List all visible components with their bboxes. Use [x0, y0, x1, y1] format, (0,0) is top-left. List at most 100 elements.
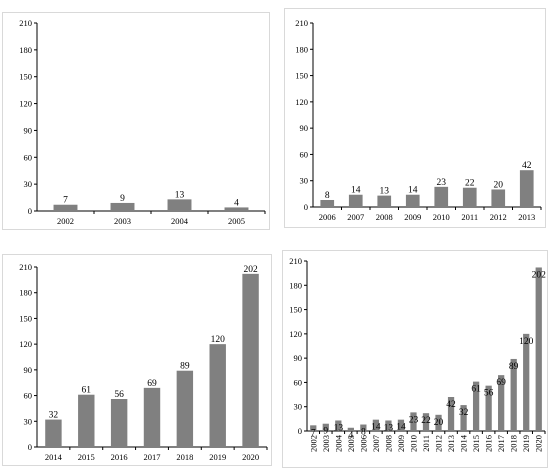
bar — [320, 199, 335, 207]
chart-panel-2002-2020: 0 30 60 90 120 150 180 210 2002 7 2003 9 2004 13 2005 4… — [282, 250, 548, 468]
bar — [510, 358, 517, 431]
x-tick-label: 2010 — [408, 435, 418, 452]
y-tick-label: 180 — [289, 280, 302, 290]
x-tick-label: 2015 — [471, 435, 481, 452]
bar — [45, 419, 62, 447]
value-label: 13 — [384, 423, 394, 433]
x-tick-label: 2014 — [459, 434, 469, 452]
value-label: 69 — [147, 379, 157, 389]
x-tick-label: 2015 — [78, 452, 95, 462]
x-tick-label: 2012 — [490, 212, 507, 222]
x-tick-label: 2005 — [346, 435, 356, 452]
value-label: 13 — [175, 190, 185, 200]
y-tick-label: 210 — [19, 262, 32, 272]
value-label: 9 — [323, 427, 328, 437]
value-label: 42 — [446, 400, 456, 410]
chart-panel-2006-2013: 0 30 60 90 120 150 180 210 2006 8 2007 14 2008 13 2009… — [284, 8, 546, 228]
bar — [110, 202, 135, 211]
value-label: 14 — [408, 186, 418, 196]
chart-panel-2014-2020: 0 30 60 90 120 150 180 210 2014 32 2015 61 2016 56 201… — [2, 254, 272, 466]
y-tick-label: 180 — [19, 45, 32, 55]
y-tick-label: 60 — [300, 149, 309, 159]
bar — [348, 194, 363, 207]
value-label: 69 — [496, 378, 506, 388]
value-label: 32 — [459, 408, 469, 418]
x-tick-label: 2002 — [57, 216, 74, 226]
x-tick-label: 2018 — [176, 452, 193, 462]
bar — [485, 385, 492, 431]
chart-panel-2002-2005: 0 30 60 90 120 150 180 210 2002 7 2003 9 2004 13 2005 4 — [2, 12, 270, 230]
bar — [434, 186, 449, 207]
value-label: 23 — [437, 178, 447, 188]
value-label: 56 — [114, 390, 124, 400]
y-tick-label: 60 — [24, 152, 33, 162]
y-tick-label: 150 — [289, 305, 302, 315]
bar — [360, 424, 367, 431]
value-label: 9 — [120, 194, 125, 204]
y-tick-label: 30 — [24, 416, 33, 426]
x-tick-label: 2007 — [371, 435, 381, 452]
x-tick-label: 2018 — [509, 435, 519, 452]
bar — [53, 204, 78, 211]
value-label: 13 — [380, 187, 390, 197]
value-label: 202 — [532, 270, 547, 280]
x-tick-label: 2009 — [404, 212, 421, 222]
bar — [167, 199, 192, 211]
y-tick-label: 0 — [28, 442, 32, 452]
x-tick-label: 2002 — [308, 435, 318, 452]
bar — [209, 344, 226, 447]
bar — [347, 427, 354, 431]
bar — [410, 412, 417, 431]
bar — [472, 381, 480, 431]
x-tick-label: 2003 — [114, 216, 131, 226]
bar — [224, 207, 249, 211]
x-tick-label: 2016 — [111, 452, 128, 462]
bar-chart-2002-2020: 0306090120150180210200272003920041320054… — [289, 256, 547, 452]
y-tick-label: 180 — [19, 288, 32, 298]
y-tick-label: 0 — [298, 426, 302, 436]
y-tick-label: 210 — [295, 18, 308, 28]
bar-chart-2002-2005: 0 30 60 90 120 150 180 210 2002 7 2003 9 2004 13 2005 4 — [19, 18, 266, 226]
bar-chart-2006-2013: 0 30 60 90 120 150 180 210 2006 8 2007 14 2008 13 2009… — [295, 18, 542, 222]
bar — [78, 394, 95, 447]
value-label: 20 — [434, 418, 444, 428]
x-tick-label: 2020 — [242, 452, 259, 462]
x-tick-label: 2011 — [461, 212, 478, 222]
x-tick-label: 2017 — [144, 452, 161, 462]
bar — [422, 413, 430, 431]
x-tick-label: 2007 — [347, 212, 364, 222]
x-tick-label: 2013 — [446, 435, 456, 452]
value-label: 89 — [509, 362, 519, 372]
bar — [397, 419, 405, 431]
y-tick-label: 150 — [295, 71, 308, 81]
value-label: 42 — [522, 161, 532, 171]
value-label: 61 — [82, 386, 92, 396]
bar — [322, 423, 329, 431]
value-label: 7 — [63, 196, 68, 206]
value-label: 89 — [180, 362, 190, 372]
x-tick-label: 2019 — [209, 452, 226, 462]
y-tick-label: 30 — [294, 402, 303, 412]
y-tick-label: 120 — [295, 97, 308, 107]
bar — [310, 425, 317, 431]
value-label: 14 — [371, 423, 381, 433]
bar — [462, 187, 477, 207]
value-label: 32 — [49, 411, 59, 421]
y-tick-label: 90 — [294, 353, 303, 363]
x-tick-label: 2013 — [518, 212, 535, 222]
value-label: 20 — [494, 180, 504, 190]
bar — [491, 189, 506, 207]
y-tick-label: 30 — [300, 176, 309, 186]
bar-chart-2014-2020: 0 30 60 90 120 150 180 210 2014 32 2015 61 2016 56 201… — [19, 262, 268, 462]
bar — [176, 370, 194, 447]
x-tick-label: 2008 — [383, 435, 393, 452]
bar — [523, 333, 530, 431]
x-tick-label: 2011 — [421, 435, 431, 452]
x-tick-label: 2004 — [171, 216, 189, 226]
y-tick-label: 30 — [24, 179, 33, 189]
value-label: 8 — [361, 428, 366, 438]
value-label: 7 — [311, 428, 316, 438]
y-tick-label: 120 — [19, 99, 32, 109]
bar — [405, 194, 420, 207]
y-tick-label: 180 — [295, 44, 308, 54]
